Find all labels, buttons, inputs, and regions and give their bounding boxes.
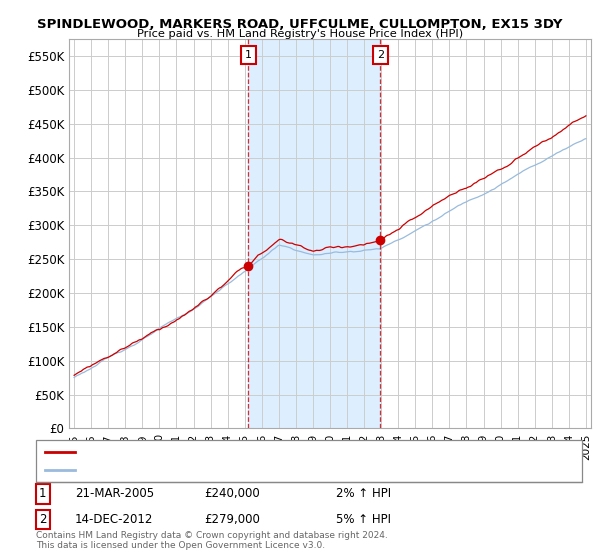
Text: SPINDLEWOOD, MARKERS ROAD, UFFCULME, CULLOMPTON, EX15 3DY (detached house): SPINDLEWOOD, MARKERS ROAD, UFFCULME, CUL… [81, 447, 523, 457]
Text: SPINDLEWOOD, MARKERS ROAD, UFFCULME, CULLOMPTON, EX15 3DY: SPINDLEWOOD, MARKERS ROAD, UFFCULME, CUL… [37, 18, 563, 31]
Text: Contains HM Land Registry data © Crown copyright and database right 2024.
This d: Contains HM Land Registry data © Crown c… [36, 530, 388, 550]
Text: 2: 2 [39, 513, 47, 526]
Text: HPI: Average price, detached house, Mid Devon: HPI: Average price, detached house, Mid … [81, 465, 319, 475]
Text: 5% ↑ HPI: 5% ↑ HPI [336, 513, 391, 526]
Text: 2: 2 [377, 50, 384, 60]
Text: 2% ↑ HPI: 2% ↑ HPI [336, 487, 391, 501]
Text: 21-MAR-2005: 21-MAR-2005 [75, 487, 154, 501]
Text: 14-DEC-2012: 14-DEC-2012 [75, 513, 154, 526]
Text: 1: 1 [245, 50, 252, 60]
Bar [248, 39, 380, 428]
Text: Price paid vs. HM Land Registry's House Price Index (HPI): Price paid vs. HM Land Registry's House … [137, 29, 463, 39]
Text: £279,000: £279,000 [204, 513, 260, 526]
Text: £240,000: £240,000 [204, 487, 260, 501]
Text: 1: 1 [39, 487, 47, 501]
